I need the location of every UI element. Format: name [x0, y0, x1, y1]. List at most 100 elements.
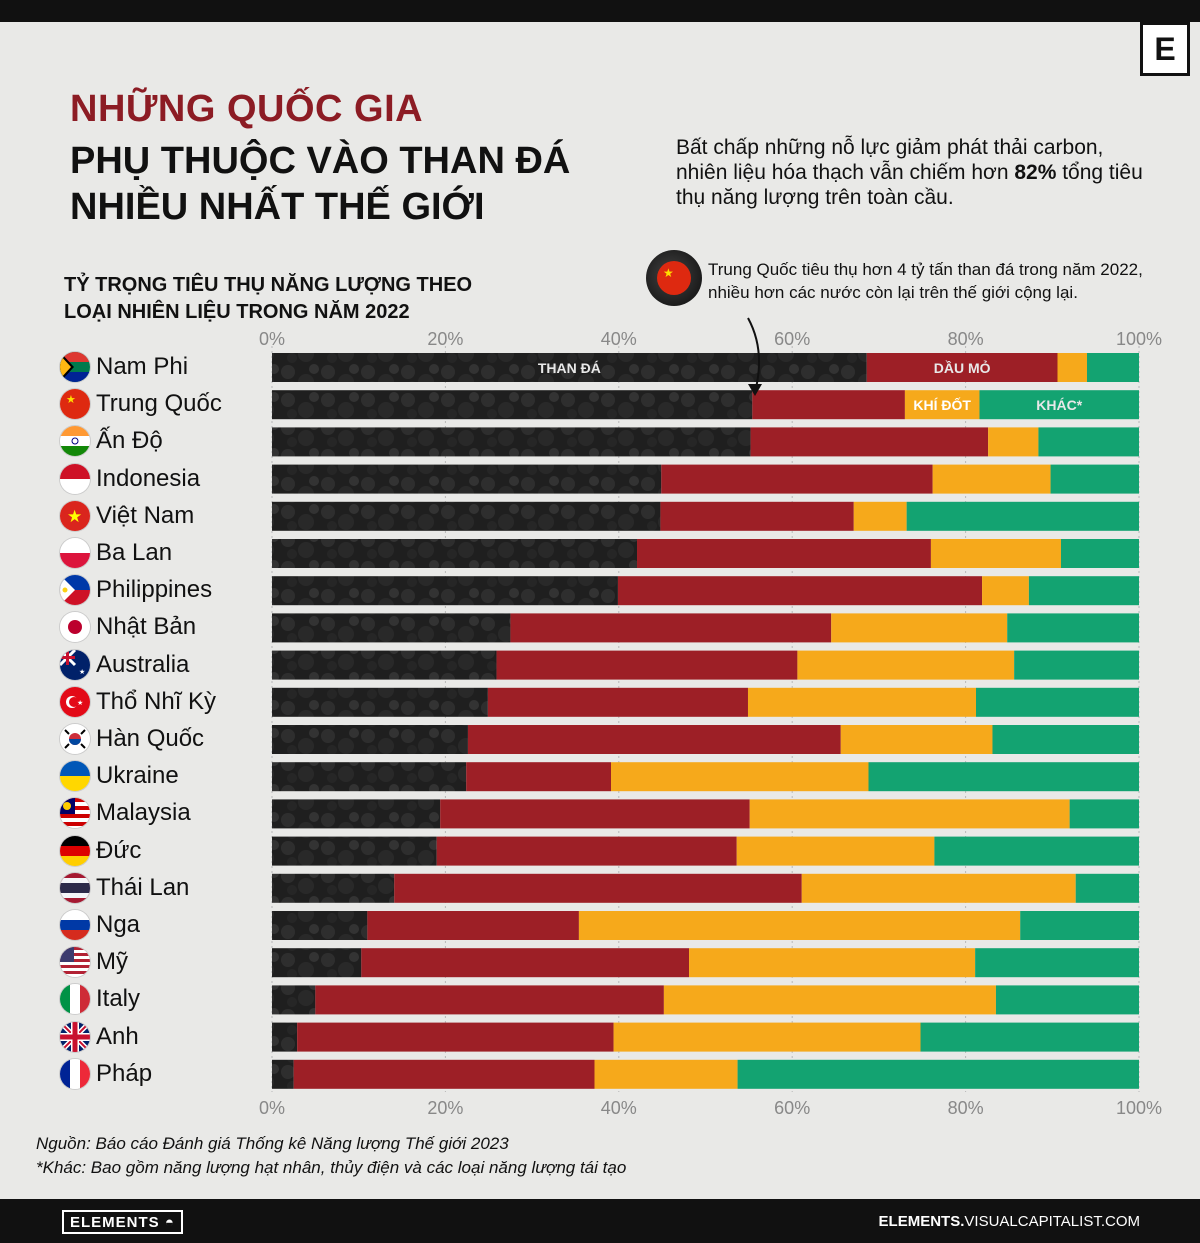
- bar-segment: [272, 1022, 298, 1052]
- bar-segment: [736, 836, 935, 866]
- bar-segment: [853, 501, 907, 531]
- bar-segment: [510, 613, 832, 643]
- bar-segment: [866, 353, 1058, 382]
- country-label: Đức: [60, 835, 142, 866]
- country-label: Philippines: [60, 575, 213, 606]
- country-label: Mỹ: [60, 947, 128, 978]
- country-name: Philippines: [96, 576, 213, 604]
- country-label: ★ Thổ Nhĩ Kỳ: [60, 686, 217, 717]
- subtitle-after: tổng tiêu thụ năng lượng trên toàn cầu.: [676, 161, 1143, 209]
- country-name: Thái Lan: [96, 873, 190, 901]
- country-name: Indonesia: [96, 464, 201, 492]
- kr-flag-icon: [60, 724, 90, 754]
- bar-segment: [272, 539, 638, 568]
- bar-segment: [272, 725, 468, 754]
- bar-segment: [1069, 799, 1139, 829]
- bar-segment: [934, 836, 1139, 866]
- bar-segment: [975, 948, 1139, 978]
- country-label: Ba Lan: [60, 538, 172, 568]
- callout-arrow-head: [748, 384, 762, 396]
- country-label: Nhật Bản: [60, 612, 196, 643]
- x-tick-label: 100%: [1115, 1098, 1163, 1118]
- bar-segment: [272, 427, 751, 457]
- country-label: Ukraine: [60, 761, 179, 792]
- bar-segment: [394, 873, 802, 903]
- svg-text:★: ★: [77, 699, 83, 707]
- country-name: Đức: [96, 836, 142, 864]
- au-flag-icon: ★: [60, 649, 90, 680]
- bar-segment: [747, 687, 977, 717]
- subtitle-highlight: 82%: [1014, 161, 1057, 184]
- bar-segment: [904, 390, 980, 420]
- series-label: KHÁC*: [1036, 397, 1082, 413]
- za-flag-icon: [60, 352, 90, 382]
- tr-flag-icon: ★: [60, 686, 90, 717]
- th-flag-icon: [60, 872, 90, 903]
- x-tick-label: 80%: [947, 329, 984, 349]
- bar-segment: [272, 687, 488, 717]
- series-label: KHÍ ĐỐT: [913, 396, 971, 413]
- bar-segment: [367, 911, 579, 940]
- bar-segment: [932, 464, 1051, 494]
- vn-flag-icon: ★: [60, 500, 90, 531]
- country-name: Australia: [96, 650, 190, 678]
- bar-segment: [297, 1022, 614, 1052]
- bar-segment: [1028, 576, 1139, 606]
- country-label: ★ Australia: [60, 649, 190, 680]
- footnote-text: *Khác: Bao gồm năng lượng hạt nhân, thủy…: [36, 1158, 627, 1177]
- bar-segment: [293, 1059, 595, 1089]
- country-name: Việt Nam: [96, 501, 195, 529]
- bar-segment: [1060, 539, 1139, 568]
- bar-segment: [272, 464, 662, 494]
- bar-segment: [801, 873, 1076, 903]
- bar-segment: [1007, 613, 1139, 643]
- de-flag-icon: [60, 835, 90, 866]
- country-label: Nga: [60, 910, 140, 940]
- bar-segment: [749, 799, 1070, 829]
- bar-segment: [1038, 427, 1139, 457]
- bar-segment: [617, 576, 983, 606]
- in-flag-icon: [60, 426, 90, 457]
- x-tick-label: 60%: [774, 329, 811, 349]
- bar-segment: [272, 613, 511, 643]
- callout-text: Trung Quốc tiêu thụ hơn 4 tỷ tấn than đá…: [708, 260, 1143, 302]
- bar-segment: [440, 799, 750, 829]
- fr-flag-icon: [60, 1058, 90, 1089]
- bar-segment: [1086, 353, 1139, 382]
- bar-segment: [496, 650, 798, 680]
- svg-text:★: ★: [79, 668, 85, 676]
- bar-segment: [920, 1022, 1139, 1052]
- svg-text:★: ★: [66, 394, 76, 406]
- country-label: Thái Lan: [60, 872, 190, 903]
- bar-segment: [750, 427, 989, 457]
- my-flag-icon: [60, 798, 90, 829]
- bar-segment: [1050, 464, 1139, 494]
- source-notes: Nguồn: Báo cáo Đánh giá Thống kê Năng lư…: [36, 1132, 626, 1180]
- bar-segment: [361, 948, 690, 978]
- bar-segment: [272, 501, 661, 531]
- bar-segment: [487, 687, 748, 717]
- bar-segment: [976, 687, 1139, 717]
- chart-title: TỶ TRỌNG TIÊU THỤ NĂNG LƯỢNG THEO LOẠI N…: [64, 274, 473, 323]
- gb-flag-icon: [60, 1021, 90, 1052]
- elements-icon: ◓: [164, 1213, 175, 1231]
- bar-segment: [979, 390, 1139, 420]
- subtitle-before: Bất chấp những nỗ lực giảm phát thải car…: [676, 136, 1104, 184]
- bar-segment: [436, 836, 737, 866]
- country-name: Nam Phi: [96, 353, 189, 380]
- bar-segment: [752, 390, 905, 420]
- bar-segment: [797, 650, 1015, 680]
- bar-segment: [610, 762, 869, 792]
- country-name: Malaysia: [96, 799, 191, 827]
- ph-flag-icon: [60, 575, 90, 606]
- country-name: Thổ Nhĩ Kỳ: [96, 687, 217, 715]
- country-name: Nga: [96, 911, 141, 938]
- x-tick-label: 40%: [600, 329, 637, 349]
- bar-segment: [1075, 873, 1139, 903]
- bar-segment: [868, 762, 1139, 792]
- bar-segment: [1057, 353, 1087, 382]
- bar-segment: [840, 725, 993, 754]
- bar-segment: [1014, 650, 1139, 680]
- bar-segment: [272, 650, 497, 680]
- bar-segment: [737, 1059, 1139, 1089]
